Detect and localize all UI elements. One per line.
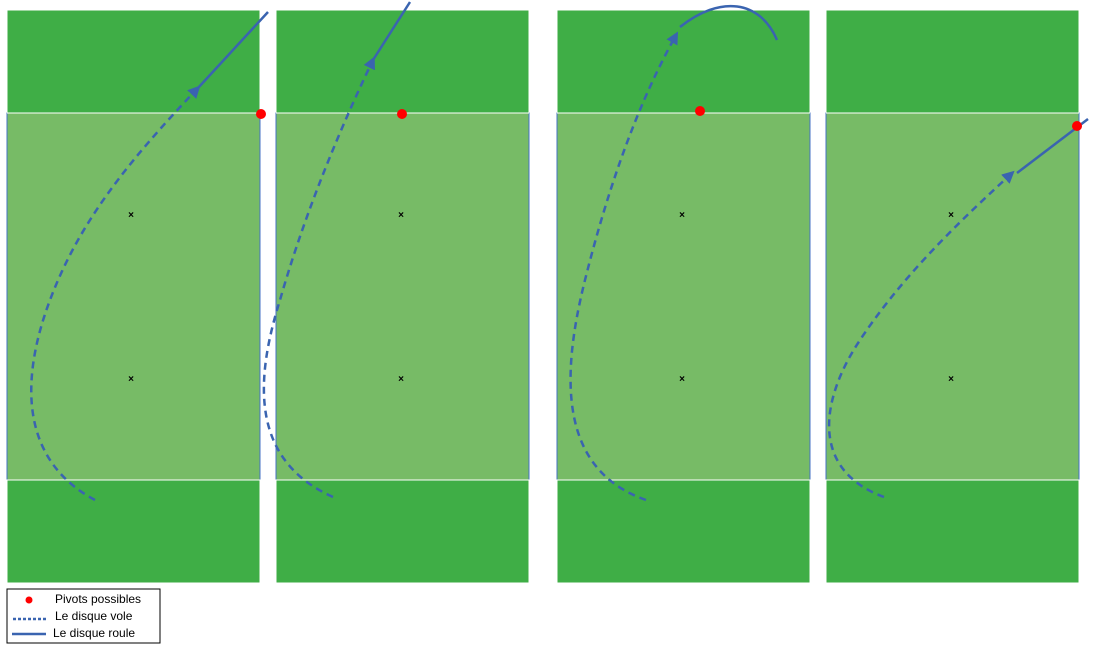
roll-trajectory	[679, 4, 779, 41]
legend-label-flies: Le disque vole	[55, 609, 133, 623]
field-1: × ×	[6, 9, 269, 584]
central-zone	[275, 112, 530, 481]
field-2: × ×	[262, 1, 530, 584]
roll-trajectory	[197, 11, 269, 89]
legend-label-pivots: Pivots possibles	[55, 592, 141, 606]
brick-mark-bottom: ×	[679, 374, 685, 385]
legend-label-rolls: Le disque roule	[53, 626, 135, 640]
flight-trajectory	[569, 31, 679, 502]
flight-trajectory	[827, 170, 1015, 499]
brick-mark-top: ×	[398, 210, 404, 221]
central-zone	[556, 112, 811, 481]
roll-trajectory	[371, 1, 412, 61]
bottom-endzone	[825, 479, 1080, 584]
central-zone	[6, 112, 261, 481]
brick-mark-bottom: ×	[398, 374, 404, 385]
field-4: × ×	[825, 9, 1089, 584]
brick-mark-top: ×	[948, 210, 954, 221]
pivot-point	[1072, 121, 1082, 131]
bottom-endzone	[6, 479, 261, 584]
pivot-dot-icon	[25, 596, 33, 604]
brick-mark-bottom: ×	[128, 374, 134, 385]
pivot-point	[397, 109, 407, 119]
brick-mark-top: ×	[128, 210, 134, 221]
top-endzone	[6, 9, 261, 114]
brick-mark-top: ×	[679, 210, 685, 221]
brick-mark-bottom: ×	[948, 374, 954, 385]
pivot-point	[695, 106, 705, 116]
top-endzone	[825, 9, 1080, 114]
central-zone	[825, 112, 1080, 481]
pivot-point	[256, 109, 266, 119]
bottom-endzone	[556, 479, 811, 584]
field-3: × ×	[556, 4, 811, 584]
bottom-endzone	[275, 479, 530, 584]
top-endzone	[556, 9, 811, 114]
flight-trajectory	[262, 56, 375, 499]
legend: Pivots possibles Le disque vole Le disqu…	[6, 588, 161, 644]
flight-trajectory	[30, 85, 201, 502]
top-endzone	[275, 9, 530, 114]
